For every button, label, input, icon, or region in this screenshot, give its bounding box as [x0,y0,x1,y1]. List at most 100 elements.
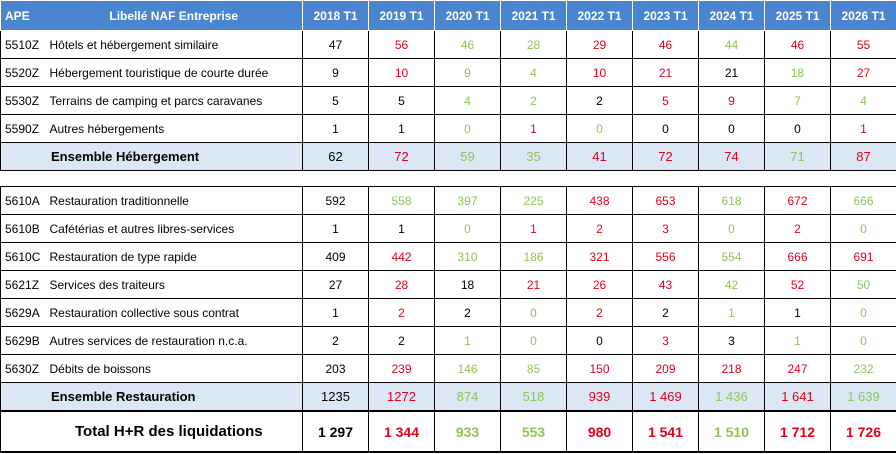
table-row: 5520Z Hébergement touristique de courte d… [0,58,896,87]
table-row: 5610C Restauration de type rapide 409 442 31… [0,242,896,271]
value-cell: 21 [698,58,765,87]
value-cell: 5 [368,86,435,115]
value-cell: 1 [368,114,435,143]
value-cell: 2 [566,86,633,115]
value-cell: 3 [632,214,699,243]
value-cell: 4 [500,58,567,87]
header-year: 2022 T1 [566,0,633,31]
subtotal-value: 874 [434,382,501,412]
value-cell: 321 [566,242,633,271]
header-ape: APE [0,0,46,31]
value-cell: 9 [302,58,369,87]
subtotal-value: 1 469 [632,382,699,412]
value-cell: 218 [698,354,765,383]
header-year: 2019 T1 [368,0,435,31]
naf-label: Restauration de type rapide [45,242,303,271]
grand-total-value: 1 726 [830,410,896,453]
grand-total-value: 1 712 [764,410,831,453]
grand-total-value: 1 297 [302,410,369,453]
subtotal-row: Ensemble Hébergement 62 72 59 35 41 72 74 71 87 [0,142,896,171]
value-cell: 2 [434,298,501,327]
subtotal-value: 41 [566,142,633,171]
value-cell: 27 [302,270,369,299]
table-row: 5590Z Autres hébergements 1 1 0 1 0 0 0 0 1 [0,114,896,143]
ape-code: 5621Z [0,270,46,299]
grand-total-value: 933 [434,410,501,453]
value-cell: 0 [830,298,896,327]
value-cell: 1 [500,214,567,243]
value-cell: 4 [434,86,501,115]
value-cell: 42 [698,270,765,299]
subtotal-value: 1 641 [764,382,831,412]
value-cell: 7 [764,86,831,115]
value-cell: 9 [434,58,501,87]
value-cell: 666 [764,242,831,271]
ape-code: 5610B [0,214,46,243]
value-cell: 1 [368,214,435,243]
value-cell: 1 [698,298,765,327]
subtotal-value: 74 [698,142,765,171]
grand-total-value: 1 344 [368,410,435,453]
naf-label: Hébergement touristique de courte durée [45,58,303,87]
grand-total-value: 1 510 [698,410,765,453]
grand-total-value: 980 [566,410,633,453]
header-year: 2021 T1 [500,0,567,31]
value-cell: 4 [830,86,896,115]
value-cell: 47 [302,30,369,59]
table-row: 5530Z Terrains de camping et parcs carava… [0,86,896,115]
value-cell: 5 [302,86,369,115]
value-cell: 1 [764,298,831,327]
ape-code: 5610C [0,242,46,271]
naf-label: Débits de boissons [45,354,303,383]
value-cell: 1 [302,298,369,327]
value-cell: 247 [764,354,831,383]
ape-code: 5590Z [0,114,46,143]
value-cell: 0 [698,214,765,243]
header-year: 2023 T1 [632,0,699,31]
naf-label: Cafétérias et autres libres-services [45,214,303,243]
table-row: 5629A Restauration collective sous contra… [0,298,896,327]
value-cell: 10 [566,58,633,87]
subtotal-value: 72 [632,142,699,171]
naf-label: Restauration collective sous contrat [45,298,303,327]
naf-label: Services des traiteurs [45,270,303,299]
value-cell: 21 [632,58,699,87]
value-cell: 203 [302,354,369,383]
value-cell: 0 [566,326,633,355]
subtotal-value: 1 436 [698,382,765,412]
table-row: 5621Z Services des traiteurs 27 28 18 21 26 43 4… [0,270,896,299]
table-row: 5510Z Hôtels et hébergement similaire 47 56… [0,30,896,59]
value-cell: 5 [632,86,699,115]
value-cell: 186 [500,242,567,271]
value-cell: 2 [632,298,699,327]
naf-label: Autres services de restauration n.c.a. [45,326,303,355]
value-cell: 1 [302,114,369,143]
value-cell: 3 [698,326,765,355]
value-cell: 592 [302,186,369,215]
header-row: APE Libellé NAF Entreprise 2018 T1 2019 T… [0,0,896,31]
value-cell: 0 [566,114,633,143]
value-cell: 1 [764,326,831,355]
grand-total-label: Total H+R des liquidations [0,410,303,453]
subtotal-value: 59 [434,142,501,171]
grand-total-value: 1 541 [632,410,699,453]
value-cell: 46 [434,30,501,59]
subtotal-value: 518 [500,382,567,412]
table-row: 5610A Restauration traditionnelle 592 558 39… [0,186,896,215]
header-year: 2026 T1 [830,0,896,31]
subtotal-row: Ensemble Restauration 1235 1272 874 518 939 1 … [0,382,896,412]
value-cell: 691 [830,242,896,271]
naf-label: Hôtels et hébergement similaire [45,30,303,59]
value-cell: 9 [698,86,765,115]
table-row: 5629B Autres services de restauration n.c… [0,326,896,355]
subtotal-label: Ensemble Hébergement [0,142,303,171]
value-cell: 21 [500,270,567,299]
value-cell: 2 [368,298,435,327]
value-cell: 46 [632,30,699,59]
value-cell: 146 [434,354,501,383]
value-cell: 44 [698,30,765,59]
header-year: 2025 T1 [764,0,831,31]
ape-code: 5629A [0,298,46,327]
value-cell: 27 [830,58,896,87]
value-cell: 10 [368,58,435,87]
